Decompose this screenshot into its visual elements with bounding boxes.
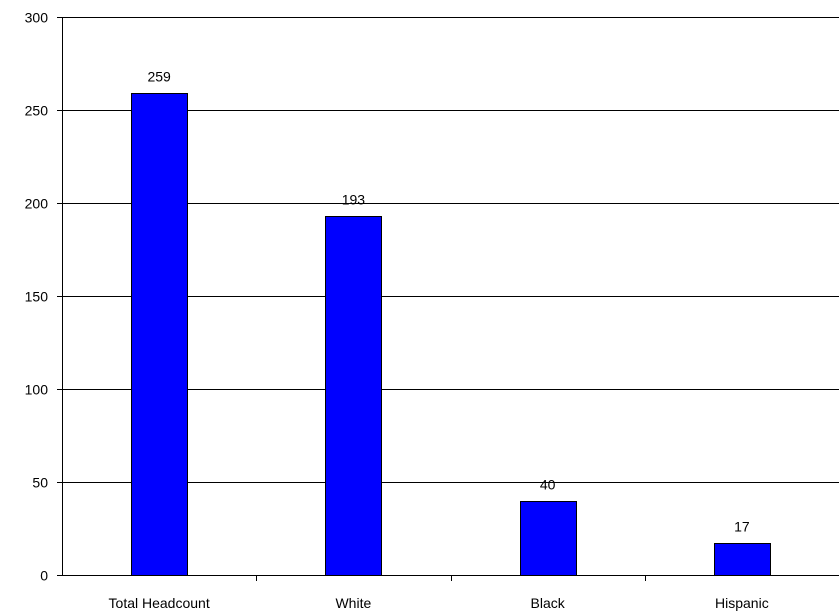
- gridlines: [62, 17, 839, 483]
- x-tick-label-white: White: [335, 595, 371, 611]
- y-tick-label-150: 150: [25, 289, 49, 305]
- data-label-hispanic: 17: [734, 519, 750, 535]
- bars: [131, 93, 771, 576]
- bar-total-headcount: [131, 93, 188, 576]
- x-tick-label-black: Black: [531, 595, 566, 611]
- data-label-black: 40: [540, 477, 556, 493]
- bar-white: [325, 216, 382, 576]
- y-tick-label-0: 0: [40, 568, 48, 584]
- y-tick-label-100: 100: [25, 382, 49, 398]
- axes: [57, 17, 839, 581]
- x-tick-label-hispanic: Hispanic: [715, 595, 769, 611]
- y-tick-label-50: 50: [32, 475, 48, 491]
- y-tick-label-250: 250: [25, 103, 49, 119]
- labels: 0 50 100 150 200 250 300 259 Total Headcount 193 W…: [25, 10, 769, 612]
- bar-black: [520, 501, 577, 576]
- y-tick-label-200: 200: [25, 196, 49, 212]
- data-label-total-headcount: 259: [147, 69, 171, 85]
- y-tick-label-300: 300: [25, 10, 49, 26]
- bar-hispanic: [714, 543, 771, 576]
- data-label-white: 193: [342, 192, 366, 208]
- x-tick-label-total-headcount: Total Headcount: [109, 595, 210, 611]
